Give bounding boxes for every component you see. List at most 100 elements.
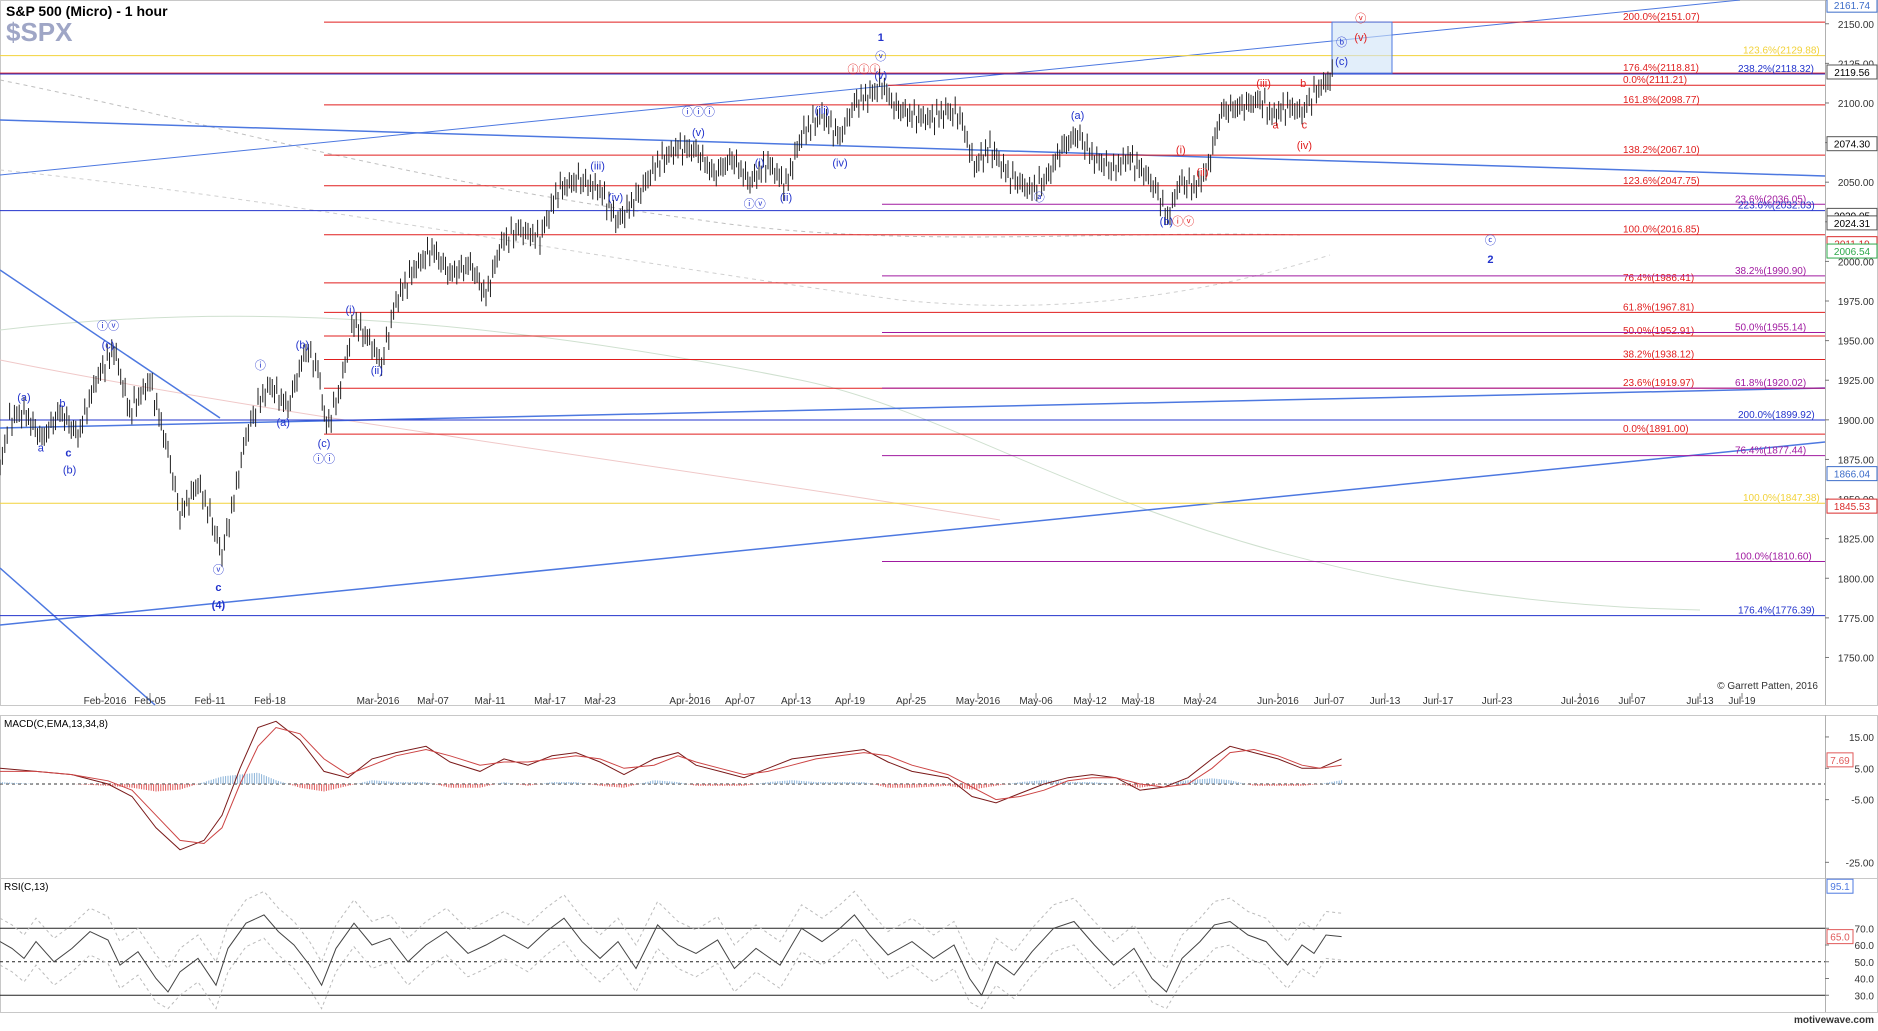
fib-level-label: 200.0%(1899.92)	[1738, 410, 1815, 421]
trend-line	[0, 441, 1826, 626]
ma-line	[0, 169, 1331, 306]
y-tick-label: 40.0	[1855, 975, 1875, 986]
rsi-line	[0, 914, 1342, 997]
x-tick-label: May-24	[1183, 696, 1217, 707]
x-tick-label: Mar-11	[475, 696, 506, 707]
fib-level-label: 200.0%(2151.07)	[1623, 12, 1700, 23]
x-tick-label: Feb-05	[134, 696, 166, 707]
ma-line	[0, 359, 1001, 521]
price-badge-label: 2119.56	[1834, 68, 1870, 79]
rsi-title: RSI(C,13)	[4, 882, 48, 893]
y-tick-label: 1800.00	[1838, 574, 1875, 585]
y-tick-label: 1750.00	[1838, 653, 1875, 664]
price-bars	[0, 59, 1333, 567]
wave-label: ⓘⓘⓘ	[848, 63, 881, 76]
macd-panel: MACD(C,EMA,13,34,8) 15.00 5.00 -5.00 -25.00 7…	[0, 719, 1874, 869]
x-tick-label: Apr-2016	[669, 696, 711, 707]
x-tick-label: Jul-2016	[1561, 696, 1600, 707]
wave-label: (iv)	[832, 157, 847, 169]
fib-level-label: 123.6%(2047.75)	[1623, 176, 1700, 187]
x-tick-label: Jun-07	[1314, 696, 1345, 707]
wave-label: ⓘⓘⓘ	[682, 106, 715, 119]
price-badge-label: 1845.53	[1834, 502, 1871, 513]
fib-level-label: 50.0%(1952.91)	[1623, 326, 1694, 337]
x-tick-label: Mar-17	[534, 696, 566, 707]
fib-level-label: 0.0%(1891.00)	[1623, 424, 1689, 435]
wave-label: c	[65, 447, 71, 459]
y-tick-label: 1900.00	[1838, 416, 1875, 427]
wave-label: b	[59, 398, 65, 410]
x-tick-label: Apr-07	[725, 696, 755, 707]
fib-level-label: 0.0%(2111.21)	[1623, 75, 1687, 86]
macd-badge	[1826, 752, 1854, 768]
wave-label: ⓥ	[1355, 12, 1366, 25]
wave-label: ⓘⓥ	[97, 320, 119, 333]
price-badge	[1826, 466, 1878, 482]
rsi-panel: RSI(C,13) 70.0 60.0 50.0 40.0 30.0 95.1 65.0	[0, 878, 1875, 1010]
wave-label: (iii)	[590, 161, 605, 173]
fib-level-label: 23.6%(1919.97)	[1623, 378, 1694, 389]
wave-label: (iv)	[608, 192, 623, 204]
x-tick-label: Mar-07	[417, 696, 449, 707]
y-tick-label: 2100.00	[1838, 99, 1875, 110]
price-badge	[1826, 64, 1878, 80]
y-tick-label: 2000.00	[1838, 257, 1875, 268]
y-tick-label: 50.0	[1855, 958, 1875, 969]
y-tick-label: 5.00	[1855, 764, 1875, 775]
fib-level-label: 38.2%(1938.12)	[1623, 349, 1694, 360]
fib-level-label: 100.0%(1847.38)	[1743, 493, 1820, 504]
price-badge-label: 1866.04	[1834, 470, 1871, 481]
x-tick-label: Apr-19	[835, 696, 865, 707]
wave-label: ⓥ	[213, 564, 224, 577]
rsi-badge	[1826, 929, 1854, 945]
y-tick-label: 60.0	[1855, 941, 1875, 952]
x-tick-label: Feb-11	[195, 696, 226, 707]
chart-title: S&P 500 (Micro) - 1 hour	[6, 3, 168, 19]
rsi-lower-band	[0, 937, 1342, 1010]
wave-label: (i)	[755, 157, 765, 169]
wave-label: (ii)	[371, 365, 383, 377]
wave-label: ⓑ	[1336, 36, 1347, 49]
x-tick-label: Jun-17	[1423, 696, 1454, 707]
fib-level-label: 238.2%(2118.32)	[1738, 64, 1814, 75]
wave-label: ⓘ	[255, 359, 266, 372]
panel-frame	[0, 715, 1878, 879]
wave-label: (i)	[1176, 145, 1186, 157]
wave-label: (a)	[276, 417, 289, 429]
fib-level-label: 161.8%(2098.77)	[1623, 95, 1700, 106]
fib-level-label: 176.4%(2118.81)	[1623, 63, 1699, 74]
rsi-upper-band	[0, 890, 1342, 973]
wave-label: a	[38, 443, 45, 455]
fib-level-label: 176.4%(1776.39)	[1738, 606, 1815, 617]
wave-label: (iv)	[1297, 140, 1312, 152]
fib-level-label: 61.8%(1967.81)	[1623, 302, 1694, 313]
y-tick-label: 1950.00	[1838, 337, 1875, 348]
x-tick-label: May-18	[1121, 696, 1155, 707]
y-tick-label: 1825.00	[1838, 535, 1875, 546]
price-badge	[1826, 215, 1878, 231]
price-badge	[1826, 498, 1878, 514]
y-tick-label: 2150.00	[1838, 20, 1875, 31]
y-tick-label: 70.0	[1855, 924, 1875, 935]
fib-level-label: 38.2%(1990.90)	[1735, 266, 1806, 277]
trend-line	[0, 119, 1826, 177]
wave-label: (b)	[296, 340, 309, 352]
price-panel: 200.0%(2151.07) 161.8%(2098.77) 138.2%(206…	[0, 0, 1878, 707]
wave-label: c	[215, 582, 221, 594]
y-tick-label: 30.0	[1855, 991, 1875, 1002]
x-tick-label: Apr-13	[781, 696, 811, 707]
wave-label: (4)	[212, 599, 226, 611]
x-tick-label: Mar-23	[584, 696, 616, 707]
x-tick-label: Mar-2016	[357, 696, 400, 707]
fib-level-label: 50.0%(1955.14)	[1735, 322, 1806, 333]
fib-level-label: 123.6%(2129.88)	[1743, 46, 1820, 57]
trend-line	[0, 567, 156, 706]
price-badge	[1826, 0, 1878, 13]
wave-label: c	[1302, 119, 1308, 131]
copyright-text: © Garrett Patten, 2016	[1717, 681, 1818, 692]
wave-label: (iii)	[1256, 78, 1271, 90]
wave-label: b	[1300, 78, 1306, 90]
rsi-badge-label: 95.1	[1830, 882, 1850, 893]
